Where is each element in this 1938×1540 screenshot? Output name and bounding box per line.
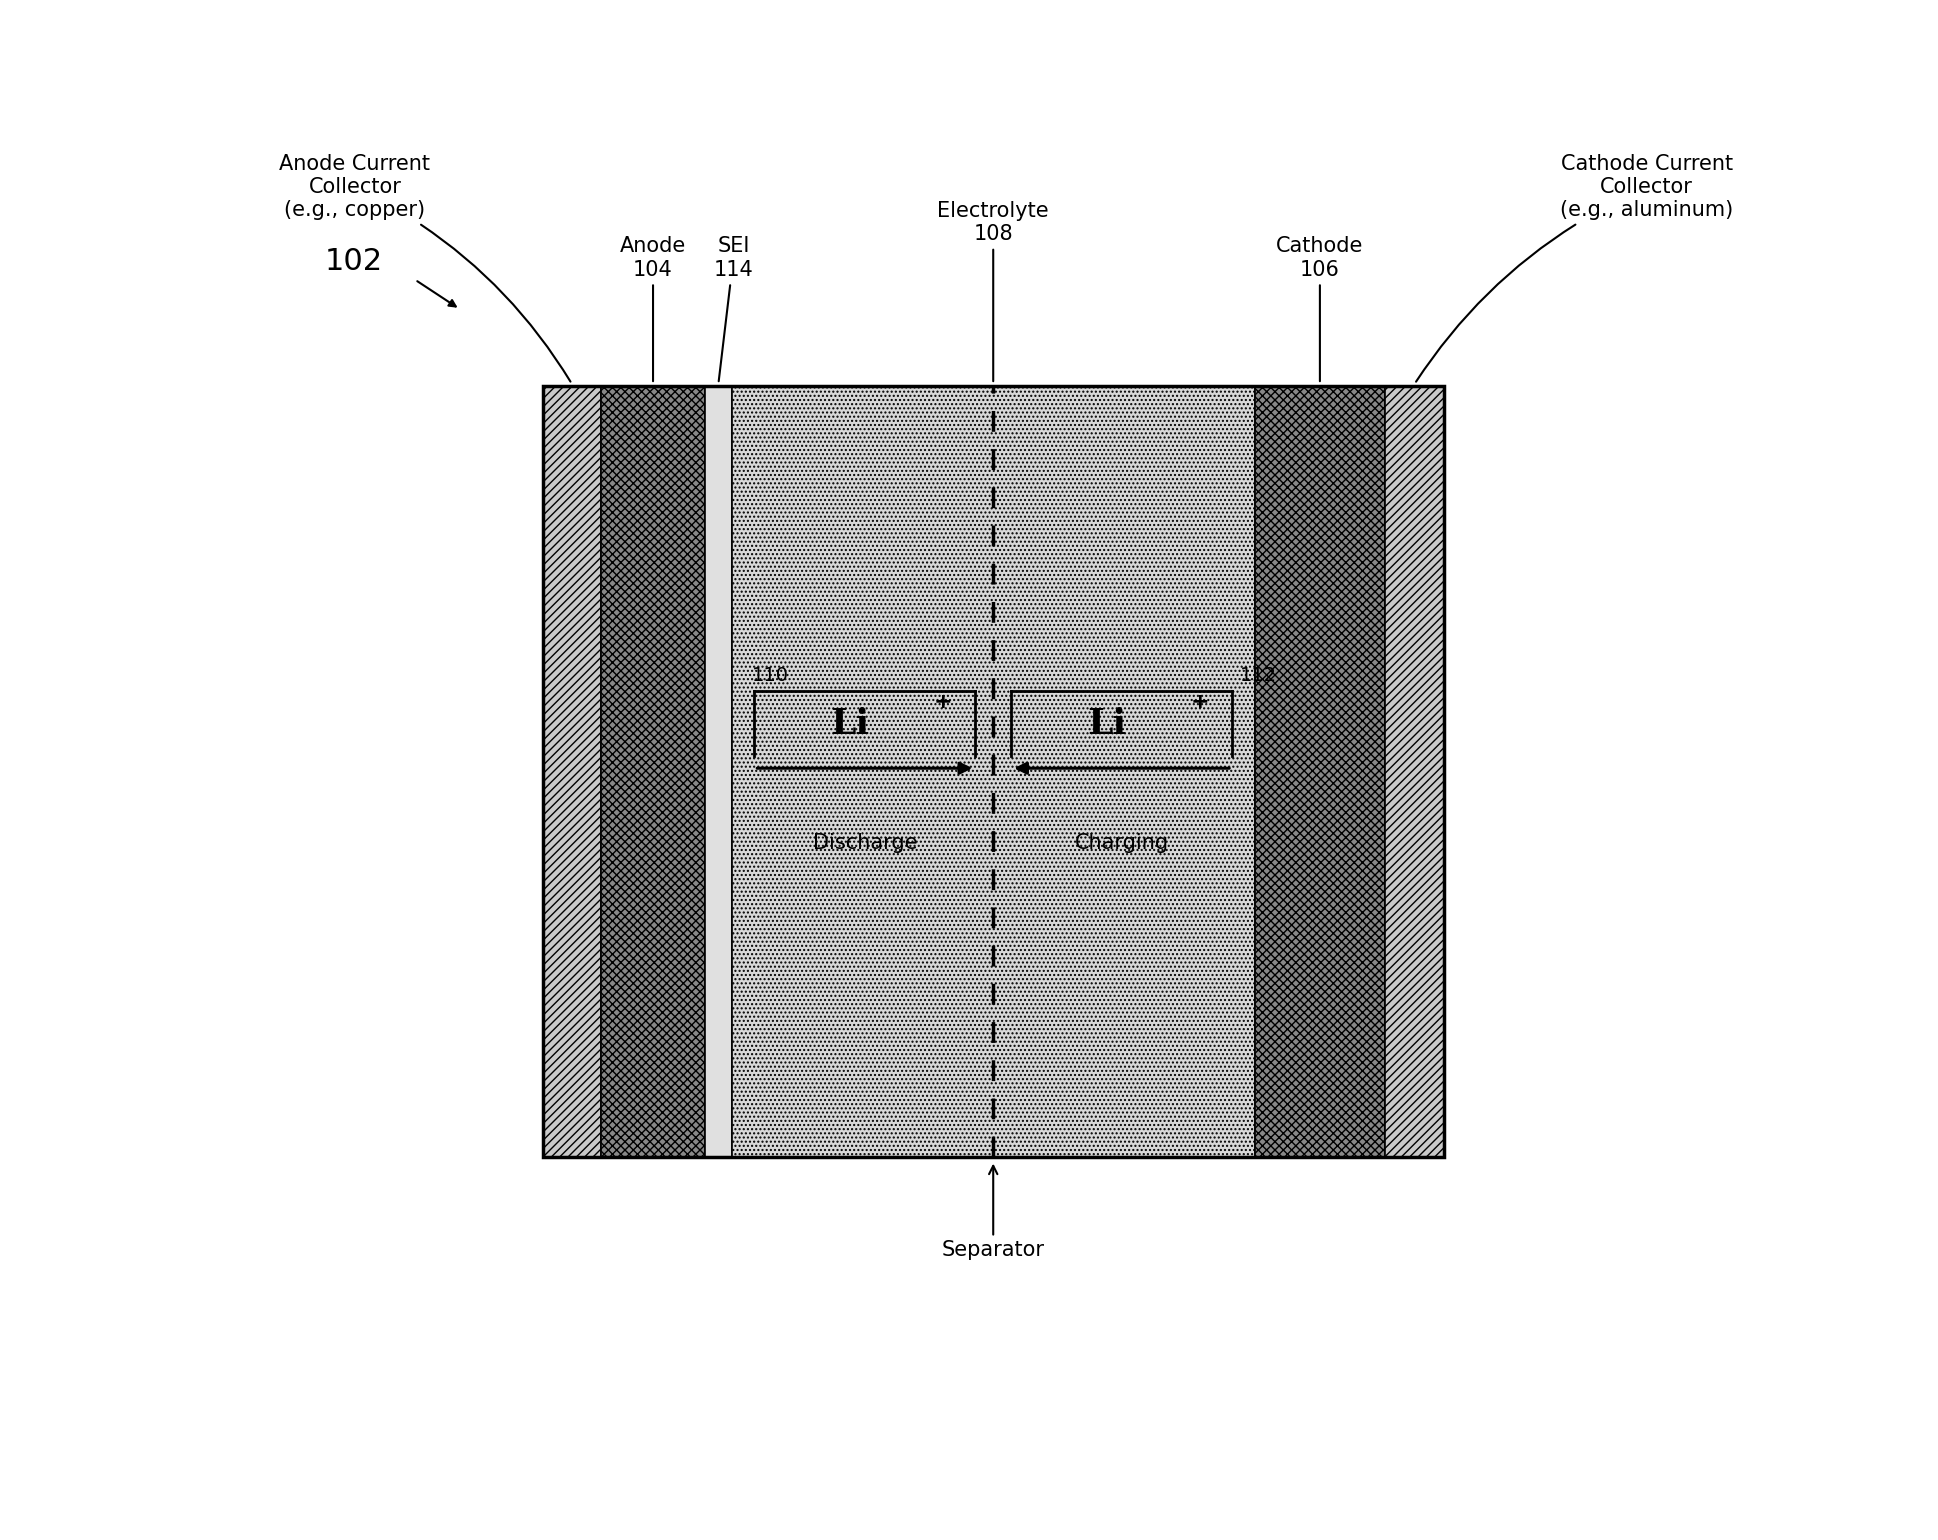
Text: 102: 102 <box>326 248 384 276</box>
Bar <box>601 387 705 1157</box>
Text: Li: Li <box>1087 707 1126 741</box>
Bar <box>1254 387 1386 1157</box>
Text: +: + <box>934 693 952 713</box>
Text: Li: Li <box>829 707 870 741</box>
Text: Charging: Charging <box>1074 833 1169 853</box>
Text: +: + <box>1190 693 1209 713</box>
Bar <box>1386 387 1444 1157</box>
Text: Anode
104: Anode 104 <box>620 237 686 382</box>
Text: Separator: Separator <box>942 1166 1045 1260</box>
Text: SEI
114: SEI 114 <box>713 237 754 382</box>
Text: Electrolyte
108: Electrolyte 108 <box>938 200 1048 382</box>
Text: 110: 110 <box>752 667 789 685</box>
Bar <box>543 387 1444 1157</box>
Text: Anode Current
Collector
(e.g., copper): Anode Current Collector (e.g., copper) <box>279 154 570 382</box>
Text: Cathode
106: Cathode 106 <box>1277 237 1364 382</box>
Bar <box>543 387 601 1157</box>
Text: 112: 112 <box>1240 667 1277 685</box>
Bar <box>705 387 733 1157</box>
Bar <box>733 387 1254 1157</box>
Text: Cathode Current
Collector
(e.g., aluminum): Cathode Current Collector (e.g., aluminu… <box>1417 154 1733 382</box>
Text: Discharge: Discharge <box>812 833 917 853</box>
